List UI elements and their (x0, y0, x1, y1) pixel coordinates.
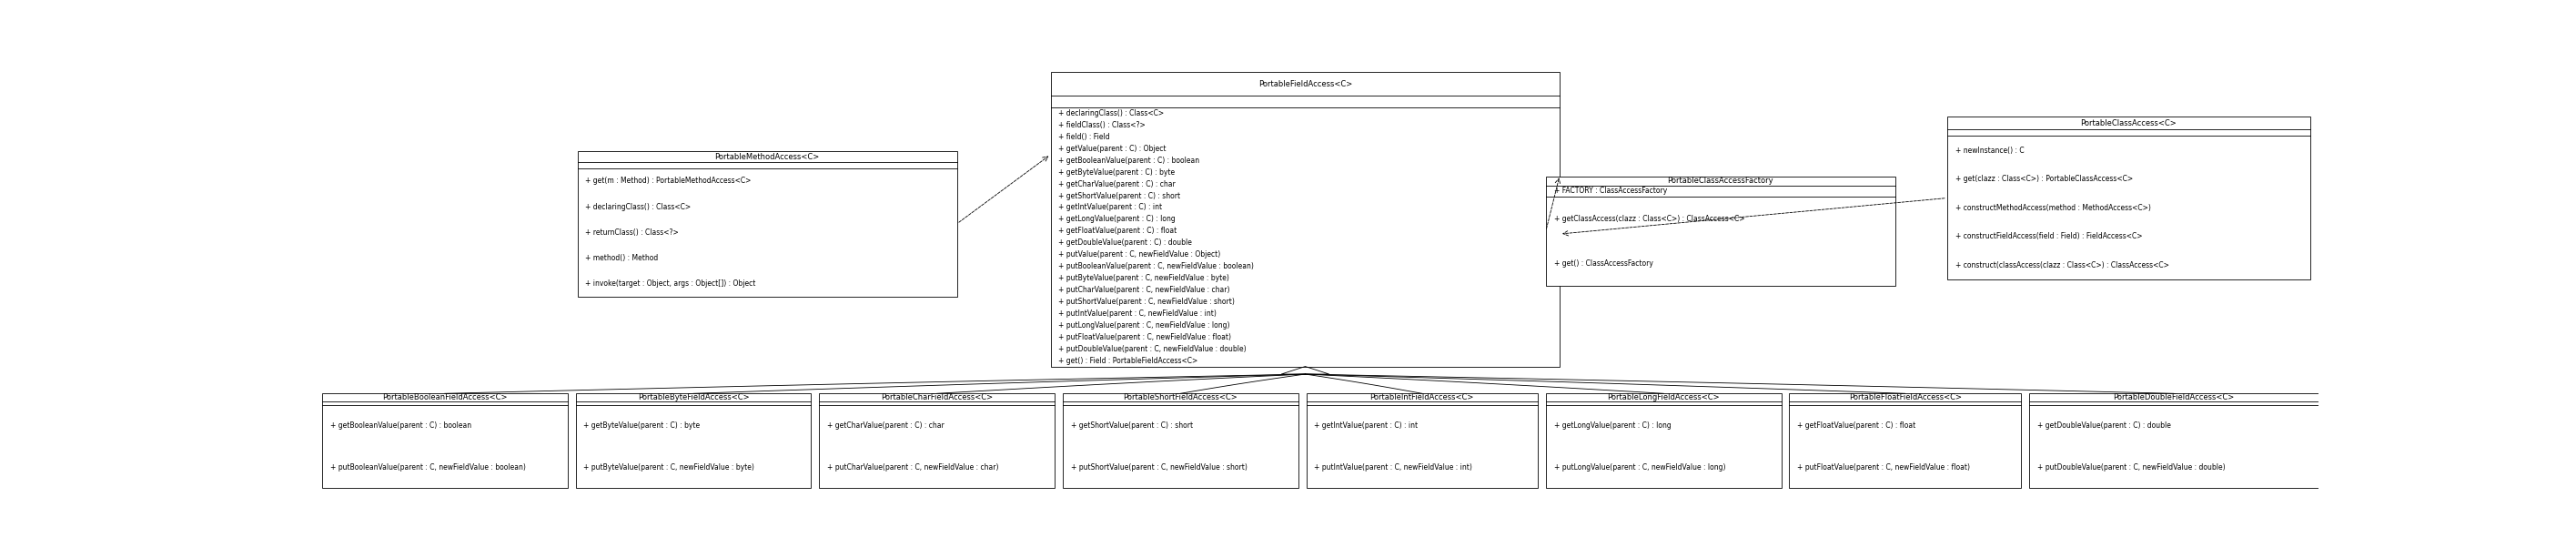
Text: + putBooleanValue(parent : C, newFieldValue : boolean): + putBooleanValue(parent : C, newFieldVa… (1059, 262, 1255, 271)
Text: + putCharValue(parent : C, newFieldValue : char): + putCharValue(parent : C, newFieldValue… (1059, 286, 1231, 294)
Text: PortableLongFieldAccess<C>: PortableLongFieldAccess<C> (1607, 393, 1721, 401)
Text: PortableCharFieldAccess<C>: PortableCharFieldAccess<C> (881, 393, 992, 401)
Text: + get() : Field : PortableFieldAccess<C>: + get() : Field : PortableFieldAccess<C> (1059, 357, 1198, 364)
Text: + method() : Method: + method() : Method (585, 254, 659, 262)
Text: + FACTORY : ClassAccessFactory: + FACTORY : ClassAccessFactory (1553, 187, 1667, 195)
Text: + construct(classAccess(clazz : Class<C>) : ClassAccess<C>: + construct(classAccess(clazz : Class<C>… (1955, 261, 2169, 270)
Text: + putBooleanValue(parent : C, newFieldValue : boolean): + putBooleanValue(parent : C, newFieldVa… (330, 463, 526, 472)
Text: + getBooleanValue(parent : C) : boolean: + getBooleanValue(parent : C) : boolean (1059, 156, 1200, 165)
Text: + newInstance() : C: + newInstance() : C (1955, 146, 2025, 155)
Text: + getDoubleValue(parent : C) : double: + getDoubleValue(parent : C) : double (2038, 421, 2172, 430)
Text: + getDoubleValue(parent : C) : double: + getDoubleValue(parent : C) : double (1059, 239, 1193, 247)
Text: + putDoubleValue(parent : C, newFieldValue : double): + putDoubleValue(parent : C, newFieldVal… (1059, 345, 1247, 353)
Text: + putDoubleValue(parent : C, newFieldValue : double): + putDoubleValue(parent : C, newFieldVal… (2038, 463, 2226, 472)
Text: + getCharValue(parent : C) : char: + getCharValue(parent : C) : char (1059, 180, 1175, 188)
Bar (1546, 176, 1896, 286)
Text: + get() : ClassAccessFactory: + get() : ClassAccessFactory (1553, 259, 1654, 268)
Text: + getClassAccess(clazz : Class<C>) : ClassAccess<C>: + getClassAccess(clazz : Class<C>) : Cla… (1553, 215, 1744, 223)
Text: + getValue(parent : C) : Object: + getValue(parent : C) : Object (1059, 145, 1167, 153)
Bar (1947, 117, 2311, 280)
Text: PortableClassAccess<C>: PortableClassAccess<C> (2081, 119, 2177, 127)
Text: PortableBooleanFieldAccess<C>: PortableBooleanFieldAccess<C> (381, 393, 507, 401)
Text: + getByteValue(parent : C) : byte: + getByteValue(parent : C) : byte (1059, 168, 1175, 176)
Text: + getLongValue(parent : C) : long: + getLongValue(parent : C) : long (1553, 421, 1672, 430)
Text: PortableFieldAccess<C>: PortableFieldAccess<C> (1257, 80, 1352, 88)
Text: PortableIntFieldAccess<C>: PortableIntFieldAccess<C> (1370, 393, 1473, 401)
Bar (577, 151, 956, 297)
Bar (1064, 393, 1298, 488)
Text: + getByteValue(parent : C) : byte: + getByteValue(parent : C) : byte (585, 421, 701, 430)
Text: + putLongValue(parent : C, newFieldValue : long): + putLongValue(parent : C, newFieldValue… (1059, 321, 1231, 329)
Text: + constructFieldAccess(field : Field) : FieldAccess<C>: + constructFieldAccess(field : Field) : … (1955, 233, 2143, 240)
Text: + get(m : Method) : PortableMethodAccess<C>: + get(m : Method) : PortableMethodAccess… (585, 177, 752, 185)
Text: + declaringClass() : Class<C>: + declaringClass() : Class<C> (585, 203, 690, 211)
Bar (574, 393, 811, 488)
Text: + putShortValue(parent : C, newFieldValue : short): + putShortValue(parent : C, newFieldValu… (1059, 297, 1234, 306)
Text: PortableClassAccessFactory: PortableClassAccessFactory (1667, 177, 1772, 185)
Text: + fieldClass() : Class<?>: + fieldClass() : Class<?> (1059, 121, 1146, 129)
Text: + get(clazz : Class<C>) : PortableClassAccess<C>: + get(clazz : Class<C>) : PortableClassA… (1955, 175, 2133, 183)
Text: PortableShortFieldAccess<C>: PortableShortFieldAccess<C> (1123, 393, 1236, 401)
Text: PortableDoubleFieldAccess<C>: PortableDoubleFieldAccess<C> (2112, 393, 2233, 401)
Bar (1790, 393, 2022, 488)
Bar (1306, 393, 1538, 488)
Text: + putFloatValue(parent : C, newFieldValue : float): + putFloatValue(parent : C, newFieldValu… (1798, 463, 1971, 472)
Text: + getBooleanValue(parent : C) : boolean: + getBooleanValue(parent : C) : boolean (330, 421, 471, 430)
Text: + constructMethodAccess(method : MethodAccess<C>): + constructMethodAccess(method : MethodA… (1955, 204, 2151, 212)
Text: + invoke(target : Object, args : Object[]) : Object: + invoke(target : Object, args : Object[… (585, 280, 755, 288)
Text: + putByteValue(parent : C, newFieldValue : byte): + putByteValue(parent : C, newFieldValue… (1059, 274, 1229, 282)
Text: + getFloatValue(parent : C) : float: + getFloatValue(parent : C) : float (1059, 227, 1177, 235)
Text: + getLongValue(parent : C) : long: + getLongValue(parent : C) : long (1059, 215, 1175, 223)
Text: PortableMethodAccess<C>: PortableMethodAccess<C> (714, 152, 819, 161)
Text: + putFloatValue(parent : C, newFieldValue : float): + putFloatValue(parent : C, newFieldValu… (1059, 333, 1231, 341)
Text: + getCharValue(parent : C) : char: + getCharValue(parent : C) : char (827, 421, 945, 430)
Bar (2030, 393, 2318, 488)
Text: + putIntValue(parent : C, newFieldValue : int): + putIntValue(parent : C, newFieldValue … (1059, 309, 1216, 318)
Text: + field() : Field: + field() : Field (1059, 133, 1110, 141)
Text: + putShortValue(parent : C, newFieldValue : short): + putShortValue(parent : C, newFieldValu… (1072, 463, 1247, 472)
Text: + putCharValue(parent : C, newFieldValue : char): + putCharValue(parent : C, newFieldValue… (827, 463, 999, 472)
Bar (1051, 72, 1561, 367)
Text: PortableFloatFieldAccess<C>: PortableFloatFieldAccess<C> (1850, 393, 1960, 401)
Text: + putLongValue(parent : C, newFieldValue : long): + putLongValue(parent : C, newFieldValue… (1553, 463, 1726, 472)
Text: + getIntValue(parent : C) : int: + getIntValue(parent : C) : int (1059, 204, 1162, 211)
Text: + returnClass() : Class<?>: + returnClass() : Class<?> (585, 228, 680, 237)
Text: + declaringClass() : Class<C>: + declaringClass() : Class<C> (1059, 109, 1164, 117)
Text: + putIntValue(parent : C, newFieldValue : int): + putIntValue(parent : C, newFieldValue … (1314, 463, 1473, 472)
Text: + putValue(parent : C, newFieldValue : Object): + putValue(parent : C, newFieldValue : O… (1059, 251, 1221, 259)
Text: + putByteValue(parent : C, newFieldValue : byte): + putByteValue(parent : C, newFieldValue… (585, 463, 755, 472)
Text: + getShortValue(parent : C) : short: + getShortValue(parent : C) : short (1059, 191, 1180, 200)
Text: + getShortValue(parent : C) : short: + getShortValue(parent : C) : short (1072, 421, 1193, 430)
Bar (322, 393, 567, 488)
Text: PortableByteFieldAccess<C>: PortableByteFieldAccess<C> (636, 393, 750, 401)
Bar (1546, 393, 1783, 488)
Text: + getFloatValue(parent : C) : float: + getFloatValue(parent : C) : float (1798, 421, 1917, 430)
Text: + getIntValue(parent : C) : int: + getIntValue(parent : C) : int (1314, 421, 1417, 430)
Bar (819, 393, 1054, 488)
